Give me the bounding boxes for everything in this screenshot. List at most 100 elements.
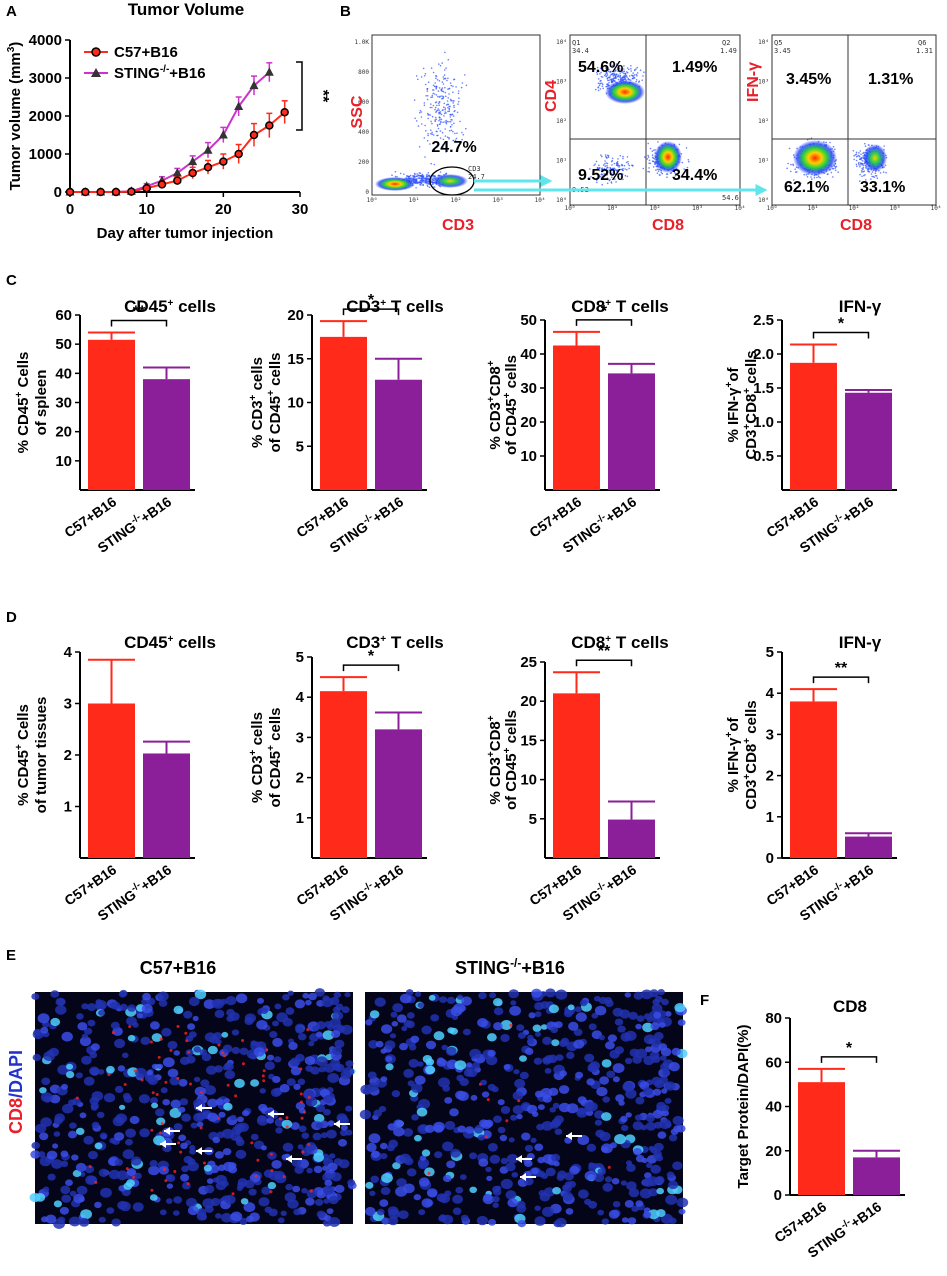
quadrant-small-q6-val: 1.31 (916, 47, 933, 55)
cd8-arrow-head (164, 1127, 170, 1135)
flow-x-tick: 10⁴ (735, 205, 746, 212)
significance-bracket (342, 664, 400, 672)
series-line (70, 71, 270, 193)
legend-marker-triangle (91, 68, 101, 77)
y-axis-label-line2: of spleen (33, 370, 50, 436)
y-axis-label-line1: % CD3+ cells (248, 357, 266, 448)
y-tick-label: 15 (520, 732, 537, 749)
data-point (249, 80, 259, 90)
panel-label-f: F (700, 992, 709, 1009)
significance-marker: * (368, 292, 375, 309)
micrograph-title-2: STING-/-+B16 (455, 956, 565, 978)
chart-title: CD8+ T cells (571, 633, 669, 652)
cd8-arrow-head (160, 1140, 166, 1148)
x-tick-label: 20 (215, 201, 232, 218)
flow-x-tick: 10¹ (607, 205, 618, 212)
bar-c57 (88, 339, 135, 490)
nuclei-layer-sting (359, 988, 689, 1228)
flow-x-tick: 10⁴ (535, 197, 546, 204)
y-tick-label: 40 (765, 1099, 782, 1116)
legend-item-2: STING-/-+B16 (114, 64, 206, 82)
flow-x-tick: 10⁰ (565, 205, 576, 212)
flow-y-tick: 200 (358, 159, 369, 166)
stain-label-cd8: CD8 (6, 1098, 26, 1134)
quadrant-small-q3-val: 54.6 (722, 194, 739, 202)
y-axis-label-line2: of CD45+ cells (266, 352, 284, 452)
y-tick-label: 60 (55, 307, 72, 324)
data-point (172, 168, 182, 177)
y-axis-label-cd4: CD4 (543, 80, 560, 112)
flow-y-tick: 10⁴ (758, 39, 769, 46)
flow-x-tick: 10⁴ (931, 205, 942, 212)
y-tick-label: 3 (64, 696, 72, 713)
bar-sting (143, 753, 190, 858)
flow-x-tick: 10¹ (409, 197, 420, 204)
data-point (249, 130, 259, 140)
y-tick-label: 4 (766, 685, 775, 702)
y-axis-label-line2: CD3+CD8+ cells (742, 700, 760, 809)
flow-y-tick: 600 (358, 99, 369, 106)
flow-y-tick: 0 (365, 189, 369, 196)
x-axis-label-cd8: CD8 (652, 217, 684, 234)
y-axis-label-line2: of CD45+ cells (502, 710, 520, 810)
y-axis-label-line1: % CD45+ Cells (14, 352, 32, 454)
flow-x-tick: 10¹ (808, 205, 819, 212)
data-point (280, 107, 289, 117)
panel-label-e: E (6, 947, 16, 964)
y-tick-label: 25 (520, 654, 537, 671)
y-tick-label: 2.5 (753, 312, 774, 329)
series-triangle (65, 62, 274, 196)
y-axis-label-line2: of CD45+ cells (502, 355, 520, 455)
significance-marker: ** (835, 660, 848, 677)
data-point (127, 187, 136, 196)
y-tick-label: 2 (766, 768, 774, 785)
flow-y-tick: 10⁰ (556, 197, 567, 204)
bar-sting (375, 379, 422, 490)
bar-chart-c1: CD45+ cells 10 20 30 40 50 60 % CD45+ Cells of s… (14, 297, 216, 556)
data-point (234, 149, 243, 159)
x-axis-label: Day after tumor injection (97, 225, 274, 242)
data-point (203, 163, 213, 172)
significance-bracket (296, 61, 303, 131)
quadrant-q1: 54.6% (578, 59, 623, 76)
bar-c57 (553, 345, 600, 490)
y-axis-label: Target Protein/DAPI(%) (735, 1025, 752, 1189)
flow-x-tick: 10³ (493, 197, 504, 204)
gate-value: 24.7 (468, 173, 485, 181)
significance-bracket (342, 308, 400, 316)
y-tick-label: 1.0 (753, 414, 774, 431)
y-tick-label: 3 (766, 726, 774, 743)
chart-title: CD3+ T cells (346, 297, 444, 316)
x-tick-label: 30 (292, 201, 309, 218)
x-axis-label-cd3: CD3 (442, 217, 474, 234)
bar-sting (853, 1157, 900, 1195)
y-tick-label: 50 (55, 336, 72, 353)
y-tick-label: 1 (64, 799, 72, 816)
significance-bracket (812, 331, 870, 339)
flow-y-tick: 10⁴ (556, 39, 567, 46)
flow-y-tick: 10² (556, 118, 567, 125)
quadrant-q6: 1.31% (868, 71, 913, 88)
y-axis-label-line1: % CD45+ Cells (14, 704, 32, 806)
quadrant-q5: 3.45% (786, 71, 831, 88)
quadrant-small-q1-val: 34.4 (572, 47, 589, 55)
legend-item-1: C57+B16 (114, 44, 178, 61)
panel-label-a: A (6, 3, 17, 20)
data-point (219, 157, 228, 166)
y-tick-label: 4 (64, 644, 73, 661)
y-tick-label: 60 (765, 1054, 782, 1071)
data-point (188, 156, 198, 166)
quadrant-small-q2-val: 1.49 (720, 47, 737, 55)
chart-title: CD45+ cells (124, 633, 216, 652)
cd8-arrow-head (520, 1173, 526, 1181)
gate-name: CD3 (468, 165, 481, 173)
significance-bracket (820, 1056, 878, 1063)
flow-y-tick: 10¹ (758, 158, 769, 165)
nuclei-layer-c57 (29, 988, 357, 1229)
bar-sting (608, 819, 655, 858)
y-axis-label-line1: % IFN-γ+of (724, 716, 742, 792)
bar-c57 (88, 703, 135, 858)
bar-sting (608, 373, 655, 490)
y-tick-label: 0 (774, 1187, 782, 1204)
